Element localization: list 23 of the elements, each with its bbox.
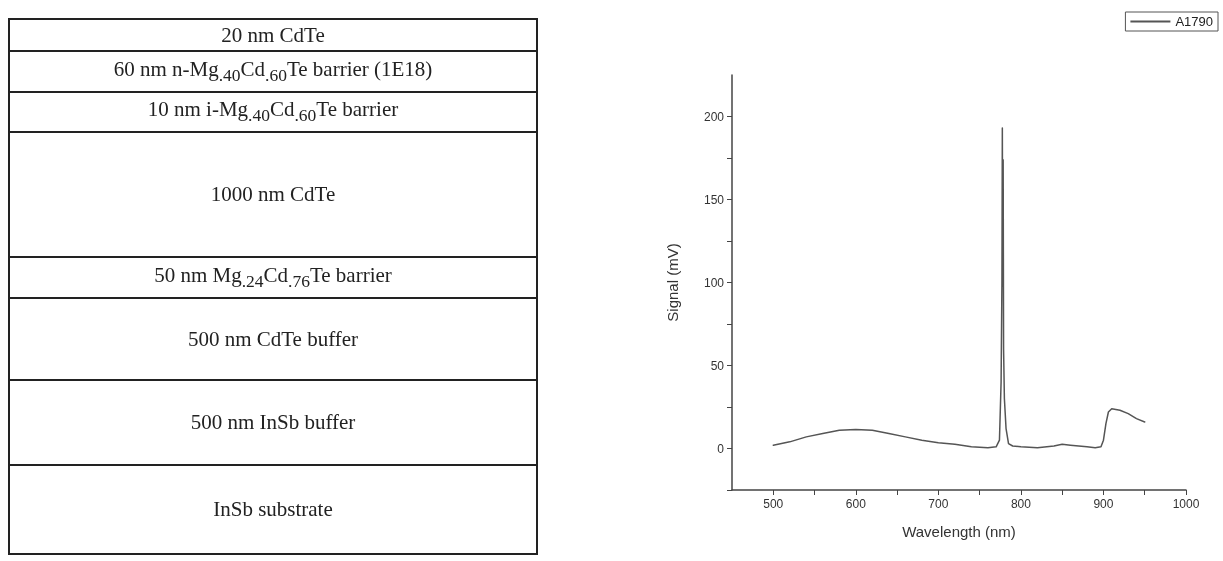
x-axis-title: Wavelength (nm) xyxy=(902,523,1016,540)
x-tick-label: 800 xyxy=(1010,497,1032,511)
text: 60 nm n-Mg$_{.40}$Cd$_{.60}$Te barrier (1E18) xyxy=(113,56,433,87)
y-tick-label: 200 xyxy=(703,109,725,124)
x-tick-label: 600 xyxy=(845,497,867,511)
text: 20 nm CdTe xyxy=(221,22,325,48)
x-tick-label: 900 xyxy=(1093,497,1114,511)
y-axis-title: Signal (mV) xyxy=(664,243,681,322)
x-tick-label: 500 xyxy=(763,497,784,511)
y-tick-label: 100 xyxy=(703,275,725,290)
y-tick-label: 50 xyxy=(710,358,725,373)
legend-label: A1790 xyxy=(1175,14,1213,29)
text: InSb substrate xyxy=(213,497,333,523)
y-tick-label: 0 xyxy=(717,441,725,456)
x-tick-label: 700 xyxy=(928,497,949,511)
text: 10 nm i-Mg$_{.40}$Cd$_{.60}$Te barrier xyxy=(147,97,399,127)
text: 500 nm CdTe buffer xyxy=(187,326,359,352)
y-tick-label: 150 xyxy=(703,192,725,207)
text: 50 nm Mg$_{.24}$Cd$_{.76}$Te barrier xyxy=(154,262,392,293)
text: 1000 nm CdTe xyxy=(210,182,336,208)
text: 500 nm InSb buffer xyxy=(190,410,356,436)
line-series xyxy=(772,127,1146,449)
x-tick-label: 1000 xyxy=(1172,497,1200,511)
